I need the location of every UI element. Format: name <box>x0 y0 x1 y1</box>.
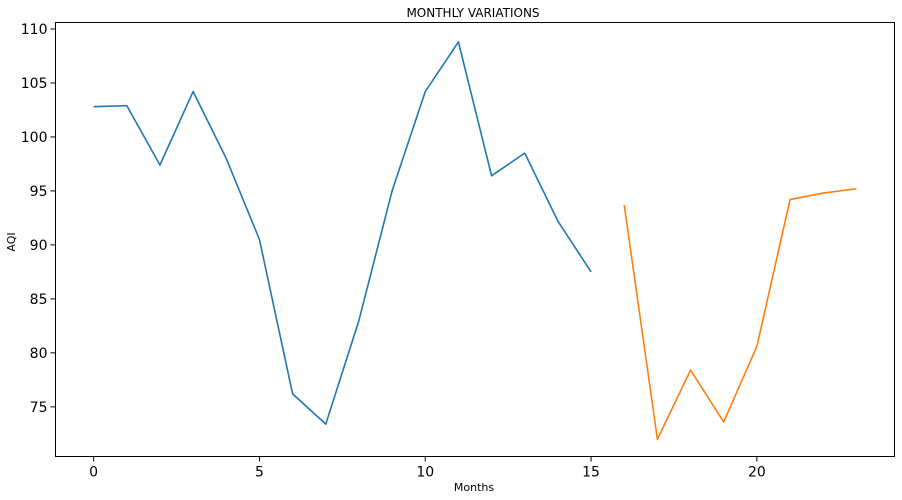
x-tick-label-5: 5 <box>255 465 264 481</box>
x-tick-label-15: 15 <box>582 465 600 481</box>
y-tick-label-95: 95 <box>30 184 48 200</box>
y-tick-label-80: 80 <box>30 346 48 362</box>
y-tick-label-100: 100 <box>21 130 48 146</box>
y-tick-label-105: 105 <box>21 76 48 92</box>
series-line-2 <box>623 187 857 441</box>
series-line-1 <box>93 41 592 425</box>
y-tick-label-110: 110 <box>21 22 48 38</box>
x-tick-label-0: 0 <box>89 465 98 481</box>
y-tick-label-90: 90 <box>30 238 48 254</box>
x-tick-label-10: 10 <box>416 465 434 481</box>
chart-title: MONTHLY VARIATIONS <box>406 6 539 20</box>
y-axis-label: AQI <box>5 232 18 251</box>
plot-area <box>55 22 895 457</box>
y-axis: 75 80 85 90 95 100 105 110 <box>21 22 56 416</box>
y-tick-label-85: 85 <box>30 292 48 308</box>
plot-frame <box>55 22 895 457</box>
y-tick-label-75: 75 <box>30 400 48 416</box>
x-tick-label-20: 20 <box>748 465 766 481</box>
x-axis-label: Months <box>454 481 494 494</box>
series-group <box>93 41 857 441</box>
x-axis: 0 5 10 15 20 <box>89 456 766 481</box>
